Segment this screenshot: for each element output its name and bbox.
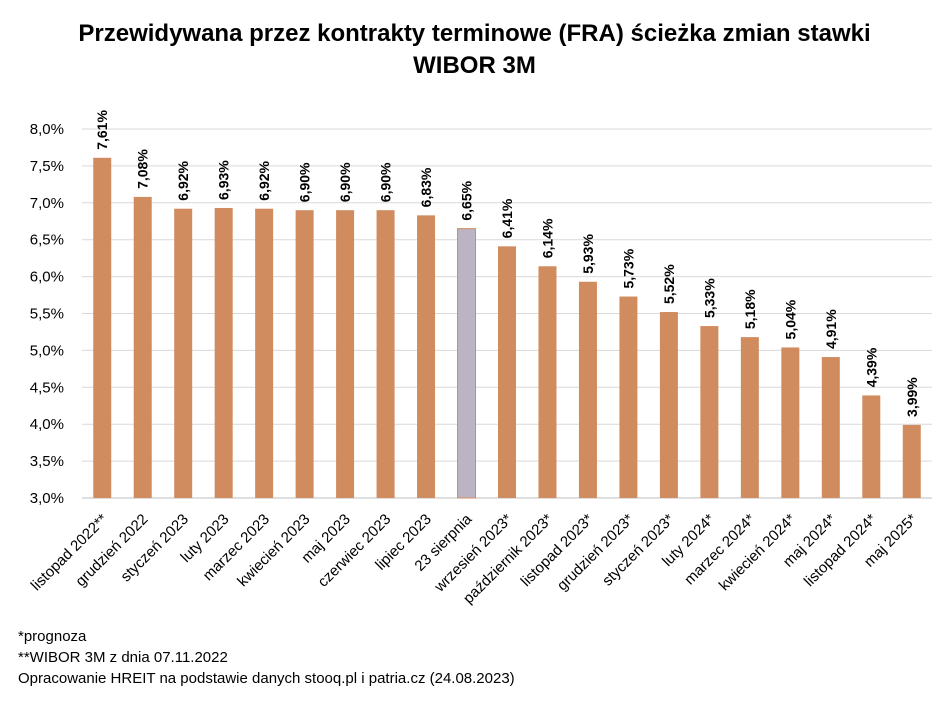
y-tick-label: 7,5%	[30, 158, 64, 175]
data-label: 6,83%	[418, 167, 434, 207]
y-tick-label: 6,5%	[30, 232, 64, 249]
source-note: Opracowanie HREIT na podstawie danych st…	[18, 670, 515, 687]
bars	[93, 157, 921, 499]
data-label: 3,99%	[904, 377, 920, 417]
bar	[457, 228, 477, 499]
bar	[376, 210, 395, 498]
chart-title-line-2: WIBOR 3M	[413, 52, 536, 79]
bar	[336, 210, 355, 498]
y-tick-label: 3,0%	[30, 490, 64, 507]
y-tick-label: 4,0%	[30, 416, 64, 433]
data-label: 6,65%	[459, 180, 475, 220]
bar	[417, 215, 436, 498]
bar	[862, 395, 881, 498]
bar	[781, 347, 800, 498]
y-tick-label: 5,5%	[30, 306, 64, 323]
y-axis-ticks: 3,0% 3,5% 4,0% 4,5% 5,0% 5,5% 6,0% 6,5% 7,0% 7,5%…	[30, 121, 64, 507]
data-label: 6,14%	[539, 218, 555, 258]
y-tick-label: 7,0%	[30, 195, 64, 212]
bar	[821, 357, 840, 498]
bar	[133, 196, 152, 498]
footnote-forecast: *prognoza	[18, 628, 87, 645]
data-label: 6,90%	[337, 162, 353, 202]
bar	[93, 157, 112, 499]
data-label: 6,93%	[216, 160, 232, 200]
y-tick-label: 4,5%	[30, 379, 64, 396]
data-label: 4,39%	[863, 347, 879, 387]
footnote-wibor-date: **WIBOR 3M z dnia 07.11.2022	[18, 649, 228, 666]
data-label: 7,61%	[94, 110, 110, 150]
y-tick-label: 3,5%	[30, 453, 64, 470]
data-label: 4,91%	[823, 309, 839, 349]
bar	[700, 326, 719, 498]
bar	[295, 210, 314, 498]
y-tick-label: 6,0%	[30, 269, 64, 286]
data-label: 5,04%	[782, 299, 798, 339]
y-tick-label: 5,0%	[30, 342, 64, 359]
data-label: 7,08%	[135, 149, 151, 189]
bar	[255, 208, 274, 499]
bar	[498, 246, 516, 498]
data-label: 5,93%	[580, 234, 596, 274]
bar	[740, 337, 759, 498]
bar	[659, 312, 678, 498]
footnotes: *prognoza **WIBOR 3M z dnia 07.11.2022 O…	[18, 626, 515, 689]
bar	[902, 424, 921, 498]
data-label: 6,41%	[499, 198, 515, 238]
data-label: 6,90%	[378, 162, 394, 202]
bar	[578, 281, 597, 498]
y-tick-label: 8,0%	[30, 121, 64, 138]
bar	[174, 208, 193, 499]
bar	[538, 266, 557, 498]
data-label: 5,33%	[701, 278, 717, 318]
data-label: 5,52%	[661, 264, 677, 304]
data-labels: 7,61% 7,08% 6,92% 6,93% 6,92% 6,90% 6,90% 6,90%…	[94, 110, 920, 417]
data-label: 6,92%	[175, 160, 191, 200]
data-label: 6,90%	[297, 162, 313, 202]
data-label: 5,18%	[742, 289, 758, 329]
bar	[619, 296, 638, 498]
data-label: 5,73%	[620, 248, 636, 288]
data-label: 6,92%	[256, 160, 272, 200]
bar	[214, 207, 233, 498]
chart-title: Przewidywana przez kontrakty terminowe (…	[0, 18, 949, 82]
chart-title-line-1: Przewidywana przez kontrakty terminowe (…	[78, 20, 871, 47]
